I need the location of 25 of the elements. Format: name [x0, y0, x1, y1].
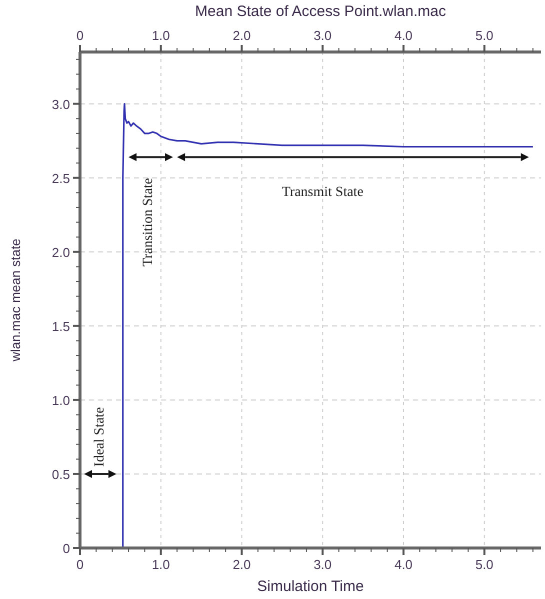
x2-tick-label: 4.0	[394, 557, 413, 572]
y-tick-label: 1.0	[52, 392, 70, 408]
x-tick-label: 0	[76, 28, 84, 43]
x2-tick-label: 1.0	[152, 557, 170, 572]
x-tick-label: 2.0	[232, 28, 251, 43]
x-tick-label: 5.0	[475, 28, 494, 43]
x2-tick-label: 5.0	[475, 557, 494, 572]
x-tick-label: 3.0	[314, 28, 332, 43]
x-axis-title: Simulation Time	[257, 578, 364, 595]
y-tick-label: 0	[62, 541, 70, 556]
y-tick-label: 0.5	[52, 466, 70, 482]
y-axis-title: wlan.mac mean state	[8, 238, 23, 362]
y-tick-label: 1.5	[52, 318, 70, 334]
x-tick-label: 4.0	[394, 28, 413, 43]
annotation: Transition State	[140, 178, 156, 267]
annotation: Transmit State	[282, 184, 364, 200]
x-tick-label: 1.0	[152, 28, 170, 43]
y-tick-label: 3.0	[52, 96, 70, 112]
y-tick-label: 2.0	[52, 244, 70, 260]
x2-tick-label: 0	[76, 557, 84, 572]
y-tick-label: 2.5	[52, 170, 70, 186]
x2-tick-label: 3.0	[314, 557, 332, 572]
chart-title: Mean State of Access Point.wlan.mac	[195, 3, 446, 20]
annotation: Ideal State	[92, 407, 108, 467]
x2-tick-label: 2.0	[232, 557, 251, 572]
